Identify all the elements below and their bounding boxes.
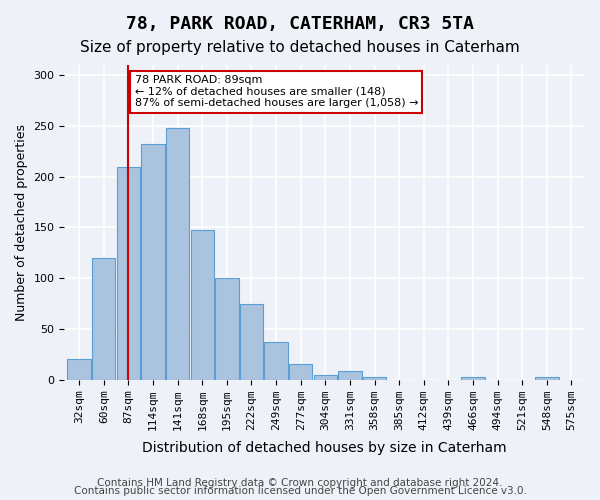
Bar xyxy=(240,304,263,380)
Bar xyxy=(166,128,190,380)
Bar xyxy=(289,364,313,380)
Bar xyxy=(338,370,362,380)
Bar xyxy=(363,376,386,380)
Bar xyxy=(67,360,91,380)
Text: 78, PARK ROAD, CATERHAM, CR3 5TA: 78, PARK ROAD, CATERHAM, CR3 5TA xyxy=(126,15,474,33)
Bar xyxy=(142,144,165,380)
Bar xyxy=(92,258,115,380)
Text: Contains public sector information licensed under the Open Government Licence v3: Contains public sector information licen… xyxy=(74,486,526,496)
Y-axis label: Number of detached properties: Number of detached properties xyxy=(15,124,28,321)
Text: Contains HM Land Registry data © Crown copyright and database right 2024.: Contains HM Land Registry data © Crown c… xyxy=(97,478,503,488)
Bar xyxy=(117,166,140,380)
Bar xyxy=(314,374,337,380)
Bar xyxy=(191,230,214,380)
Bar xyxy=(535,376,559,380)
Bar xyxy=(461,376,485,380)
Text: 78 PARK ROAD: 89sqm
← 12% of detached houses are smaller (148)
87% of semi-detac: 78 PARK ROAD: 89sqm ← 12% of detached ho… xyxy=(134,75,418,108)
X-axis label: Distribution of detached houses by size in Caterham: Distribution of detached houses by size … xyxy=(142,441,507,455)
Bar xyxy=(265,342,288,380)
Text: Size of property relative to detached houses in Caterham: Size of property relative to detached ho… xyxy=(80,40,520,55)
Bar xyxy=(215,278,239,380)
